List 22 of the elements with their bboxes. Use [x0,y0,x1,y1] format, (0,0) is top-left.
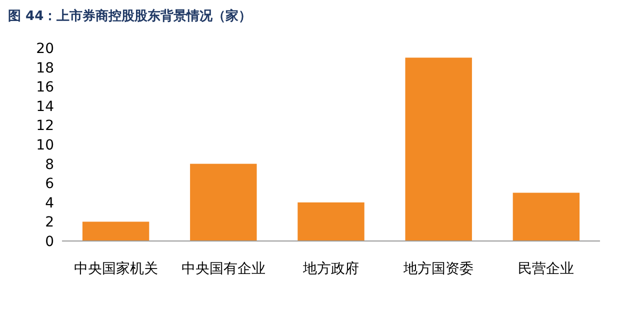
y-tick-label: 16 [36,80,54,96]
x-tick-label: 地方政府 [302,261,359,277]
x-tick-label: 地方国资委 [402,261,474,277]
bar [190,164,257,241]
x-tick-label: 中央国家机关 [74,261,158,277]
y-tick-label: 8 [45,156,54,173]
y-tick-label: 12 [36,118,54,134]
bar [405,58,472,241]
y-tick-label: 18 [36,60,54,76]
bar [82,222,150,241]
bar [298,202,364,241]
x-tick-label: 民营企业 [518,261,574,277]
y-tick-label: 20 [36,41,54,57]
y-tick-label: 4 [45,195,54,212]
y-tick-label: 14 [36,98,54,115]
bar [512,192,580,241]
chart-title: 图 44：上市券商控股股东背景情况（家） [8,8,252,24]
x-tick-label: 中央国有企业 [181,261,266,277]
y-tick-label: 2 [45,214,54,231]
y-tick-label: 6 [45,176,54,192]
y-tick-label: 0 [45,234,54,250]
y-tick-label: 10 [36,138,54,154]
